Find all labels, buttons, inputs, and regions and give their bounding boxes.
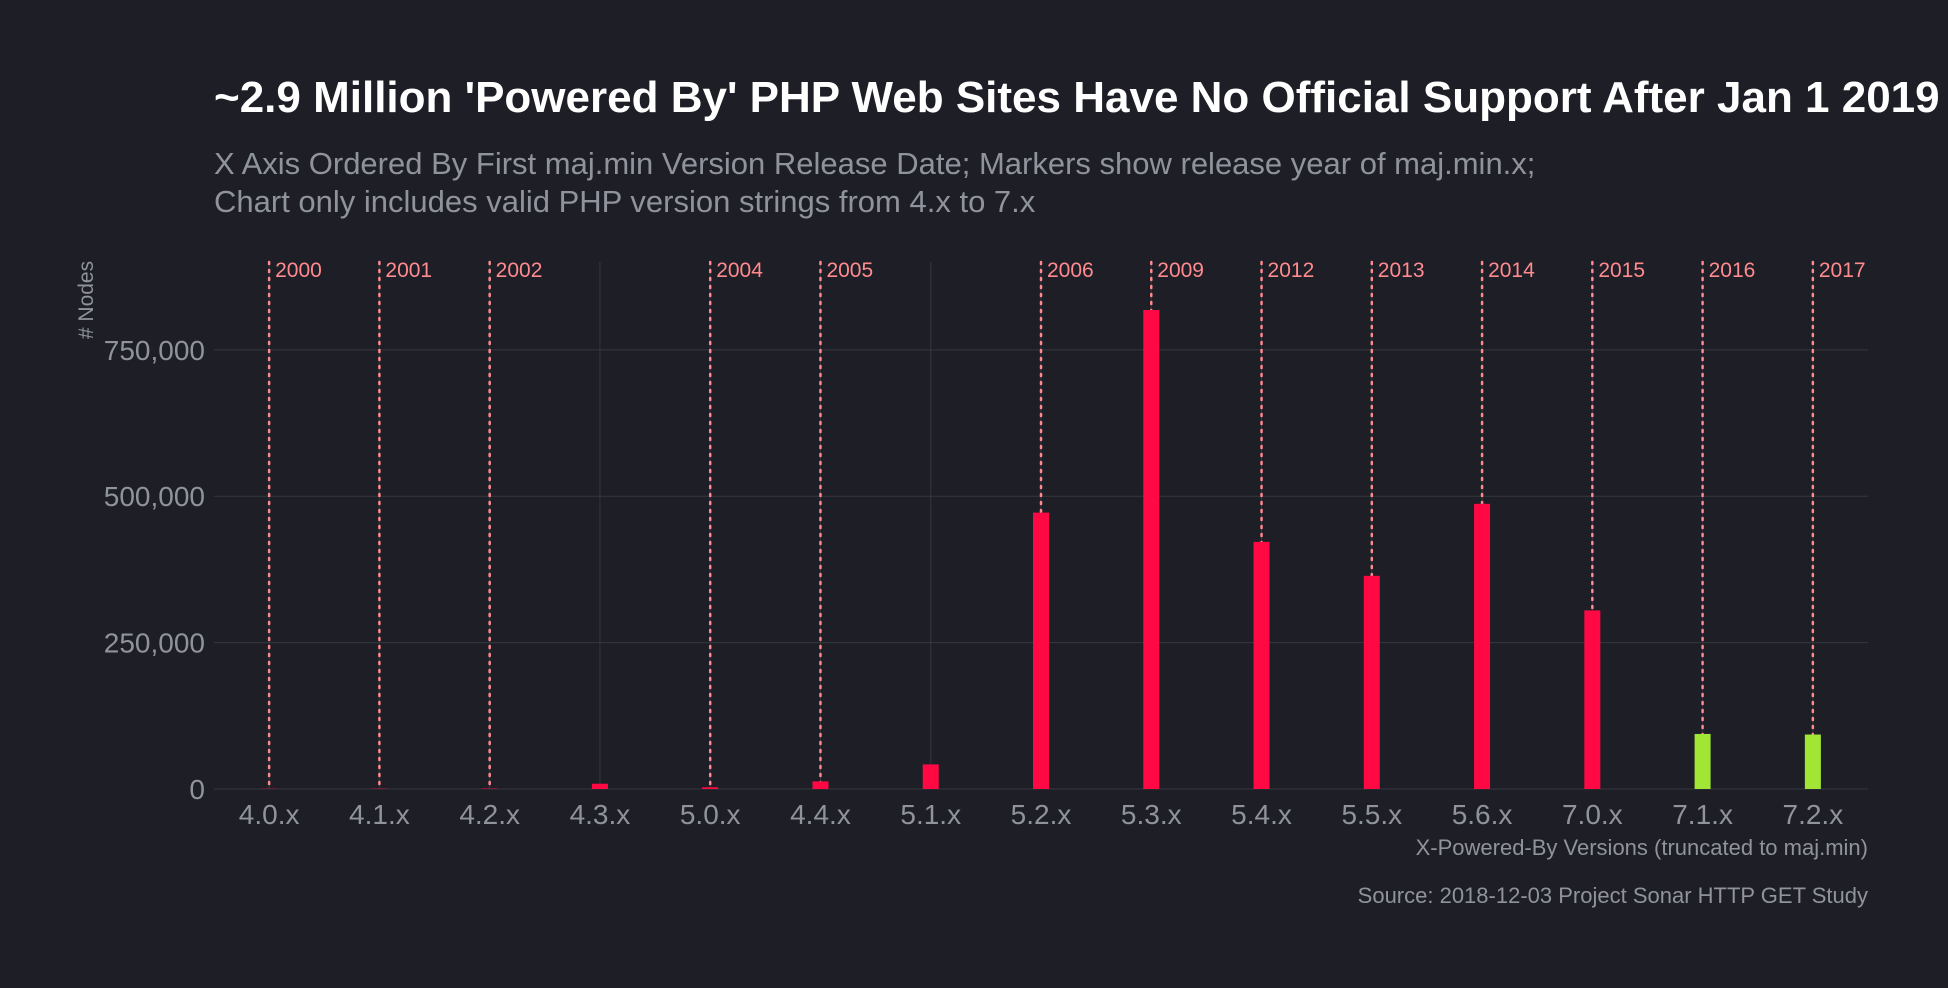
x-tick-label: 7.2.x <box>1783 799 1844 830</box>
bar <box>922 764 939 789</box>
x-tick-label: 4.3.x <box>570 799 631 830</box>
y-axis-ticks: 0 250,000 500,000 750,000 <box>104 335 205 805</box>
release-year-label: 2017 <box>1819 259 1866 282</box>
y-tick-label: 0 <box>189 774 205 805</box>
bar <box>1694 733 1711 789</box>
bar <box>1804 734 1821 789</box>
bar <box>1474 503 1491 789</box>
x-tick-label: 5.4.x <box>1231 799 1292 830</box>
release-year-label: 2016 <box>1709 259 1756 282</box>
y-tick-label: 750,000 <box>104 335 205 366</box>
release-year-label: 2015 <box>1598 259 1645 282</box>
release-year-label: 2006 <box>1047 259 1094 282</box>
bars <box>261 310 1821 789</box>
bar <box>702 787 719 789</box>
release-year-label: 2001 <box>385 259 432 282</box>
chart-subtitle-line-1: X Axis Ordered By First maj.min Version … <box>214 146 1535 181</box>
bar <box>1363 575 1380 789</box>
x-tick-label: 5.1.x <box>900 799 961 830</box>
release-year-label: 2014 <box>1488 259 1535 282</box>
release-year-markers: 2000 2001 2002 2004 2005 2006 2009 2012 2013 2014… <box>267 259 1866 791</box>
x-tick-label: 4.4.x <box>790 799 851 830</box>
release-year-label: 2005 <box>826 259 873 282</box>
y-axis-label: # Nodes <box>75 261 98 339</box>
release-year-label: 2004 <box>716 259 763 282</box>
release-year-label: 2013 <box>1378 259 1425 282</box>
bar <box>1253 541 1270 789</box>
x-axis-ticks: 4.0.x 4.1.x 4.2.x 4.3.x 5.0.x 4.4.x 5.1.x 5.2.x… <box>239 799 1843 830</box>
release-year-label: 2009 <box>1157 259 1204 282</box>
x-tick-label: 5.3.x <box>1121 799 1182 830</box>
x-tick-label: 5.0.x <box>680 799 741 830</box>
x-tick-label: 5.2.x <box>1011 799 1072 830</box>
x-tick-label: 4.2.x <box>459 799 520 830</box>
bar <box>812 781 829 789</box>
bar <box>591 783 608 789</box>
chart-title: ~2.9 Million 'Powered By' PHP Web Sites … <box>214 73 1940 122</box>
release-year-label: 2000 <box>275 259 322 282</box>
release-year-label: 2012 <box>1268 259 1315 282</box>
y-tick-label: 250,000 <box>104 628 205 659</box>
bar <box>1584 610 1601 789</box>
release-year-label: 2002 <box>496 259 543 282</box>
x-tick-label: 5.6.x <box>1452 799 1513 830</box>
x-axis-label: X-Powered-By Versions (truncated to maj.… <box>1416 835 1868 860</box>
source-caption: Source: 2018-12-03 Project Sonar HTTP GE… <box>1358 883 1868 908</box>
chart-subtitle-line-2: Chart only includes valid PHP version st… <box>214 184 1036 219</box>
x-tick-label: 4.1.x <box>349 799 410 830</box>
bar <box>1143 310 1160 789</box>
x-tick-label: 7.0.x <box>1562 799 1623 830</box>
x-tick-label: 5.5.x <box>1341 799 1402 830</box>
x-tick-label: 4.0.x <box>239 799 300 830</box>
x-tick-label: 7.1.x <box>1672 799 1733 830</box>
y-tick-label: 500,000 <box>104 481 205 512</box>
bar <box>1033 512 1049 789</box>
